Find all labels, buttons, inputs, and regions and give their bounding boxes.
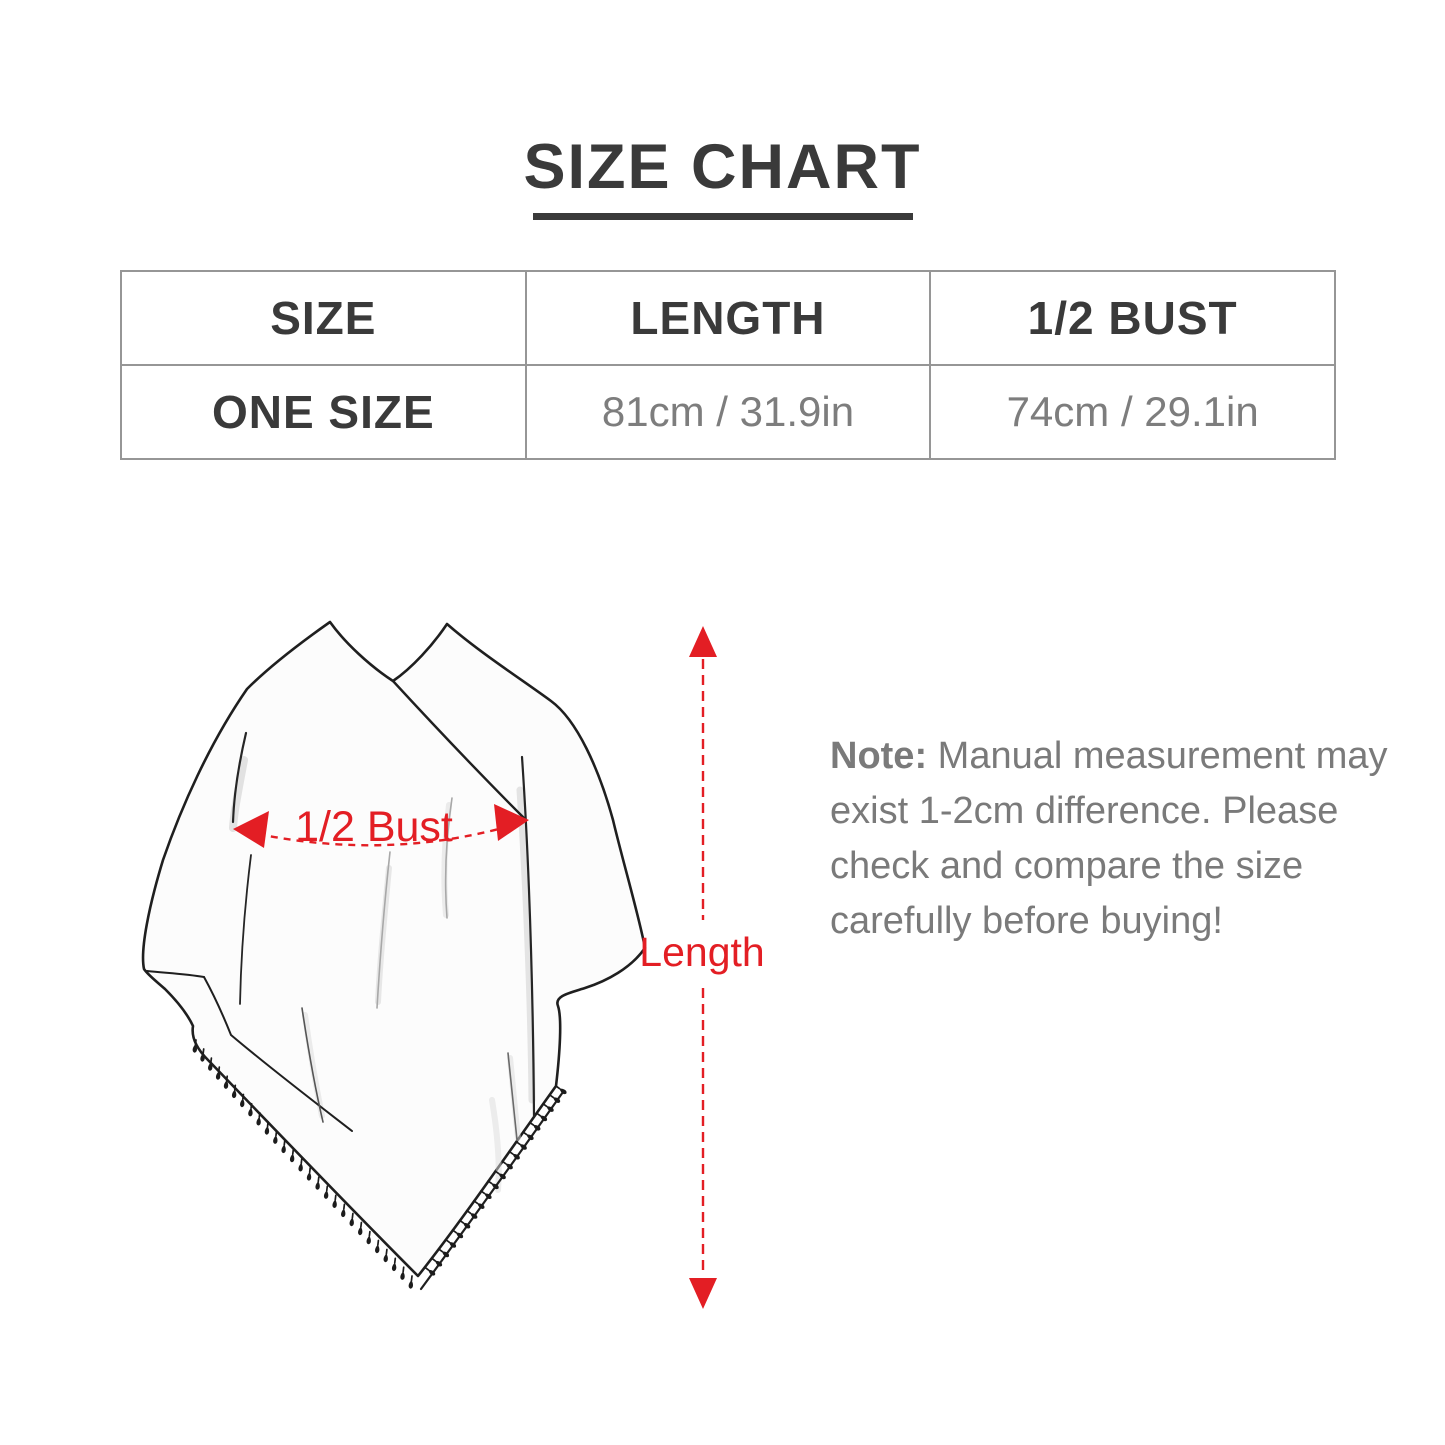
length-label: Length <box>639 929 764 975</box>
bust-arrowhead-left-icon <box>233 811 269 848</box>
col-header-half-bust: 1/2 BUST <box>929 270 1336 366</box>
length-measurement: Length <box>639 626 765 1309</box>
crease-lines <box>231 731 536 1141</box>
size-table-data-row: ONE SIZE 81cm / 31.9in 74cm / 29.1in <box>120 364 1336 460</box>
length-arrowhead-up-icon <box>689 626 717 657</box>
front-overlap-seam <box>391 679 526 820</box>
fabric-shading <box>229 756 536 1193</box>
left-hem-inner-edge <box>203 976 353 1132</box>
size-table: SIZE LENGTH 1/2 BUST ONE SIZE 81cm / 31.… <box>120 270 1336 460</box>
bust-measurement: 1/2 Bust <box>233 803 529 851</box>
title-underline <box>532 213 913 220</box>
note-label: Note: <box>830 735 928 777</box>
cell-half-bust-value: 74cm / 29.1in <box>929 364 1336 460</box>
bust-arrowhead-right-icon <box>494 804 529 841</box>
col-header-length: LENGTH <box>524 270 932 366</box>
cell-length-value: 81cm / 31.9in <box>524 364 932 460</box>
bust-dashed-line <box>257 824 511 847</box>
col-header-size: SIZE <box>120 270 527 366</box>
bust-label: 1/2 Bust <box>295 803 453 851</box>
cell-size-value: ONE SIZE <box>120 364 527 460</box>
poncho-drawing <box>141 620 647 1291</box>
size-table-header-row: SIZE LENGTH 1/2 BUST <box>120 270 1336 366</box>
page-title: SIZE CHART <box>523 132 922 202</box>
length-arrowhead-down-icon <box>689 1278 717 1309</box>
poncho-outline <box>141 620 647 1278</box>
note-text: Manual measurement may exist 1-2cm diffe… <box>830 735 1388 942</box>
measurement-note: Note: Manual measurement may exist 1-2cm… <box>830 729 1414 949</box>
left-cuff-edge <box>146 970 205 978</box>
page-header: SIZE CHART <box>0 136 1445 220</box>
